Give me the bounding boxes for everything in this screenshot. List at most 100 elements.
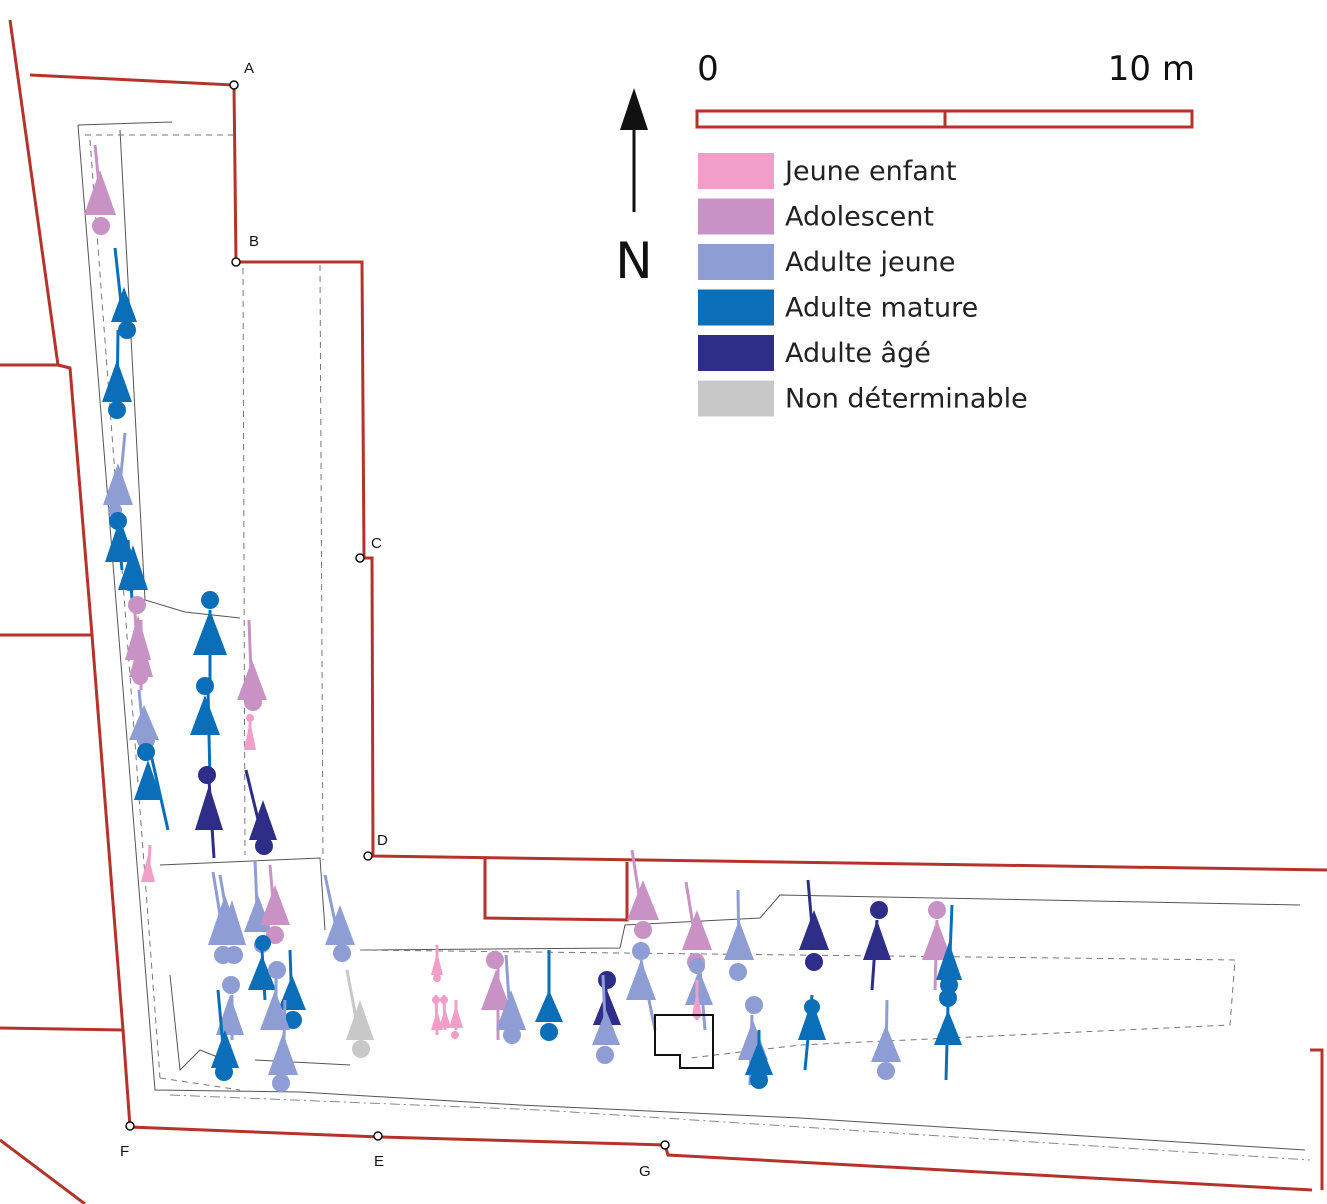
burial [627,849,659,939]
burial [682,881,712,971]
burial-body [190,695,220,735]
burial-body [535,990,563,1022]
burial-body [193,610,227,655]
burial [439,994,451,1031]
burial-body [922,920,952,960]
burial-body [244,720,256,750]
burial-body [211,1030,239,1068]
burial-head [272,1074,290,1092]
legend-label: Adulte jeune [785,247,955,278]
burial [799,879,829,971]
burial-head [928,901,946,919]
burial-body [134,760,162,800]
burial [685,958,713,1031]
burial [84,144,116,235]
legend-label: Adulte âgé [785,338,931,369]
survey-point-label: G [639,1163,651,1180]
burial-head [144,866,152,874]
burial-head [255,837,273,855]
survey-point-g [660,1140,670,1150]
burial-body [431,952,443,975]
north-arrow: N [615,88,653,290]
burial [111,247,137,339]
burial-body [216,995,244,1035]
burial [195,766,223,859]
burial-body [798,1000,826,1040]
burial [248,935,276,1001]
burial-head [877,1062,895,1080]
north-arrowhead-icon [620,88,648,130]
burial-body [102,360,132,402]
burial [244,769,277,855]
burial-body [84,170,116,215]
burial-body [111,287,137,322]
burial-body [724,920,754,960]
burial-head [333,944,351,962]
burial-head [108,401,126,419]
legend-label: Adulte mature [785,293,978,324]
burial [118,539,148,601]
dashdot-lines [169,1094,1311,1161]
burial-body [863,920,891,960]
burial-body [593,990,621,1025]
burial [863,901,891,991]
burial [724,889,754,981]
survey-point-b [231,257,241,267]
burial-head [246,714,254,722]
burial [129,689,159,749]
burial-head [451,1031,459,1039]
burial-head [503,1026,521,1044]
burial-body [195,785,223,830]
burial [141,844,155,883]
burial-body [103,463,133,505]
survey-point-a [229,80,239,90]
scale-start-label: 0 [697,49,719,89]
burial-head [196,677,214,695]
burial-head [689,958,705,974]
burial-head [121,573,139,591]
burial-head [284,1011,302,1029]
burial-head [244,693,262,711]
burial-head [596,1046,614,1064]
burial-head [225,946,243,964]
burial-head [255,935,271,951]
scale-bar: 0 10 m [695,49,1195,129]
survey-point-d [363,851,373,861]
burial-body [934,1010,962,1045]
burial-head [729,963,747,981]
legend-label: Jeune enfant [783,156,956,187]
burial [218,874,246,964]
burial-body [682,910,712,950]
burial-head [634,921,652,939]
burial-body [685,970,713,1005]
burial-head [266,926,284,944]
burial [626,942,657,1031]
burial-body [449,1005,463,1028]
burial-body [248,955,276,990]
burial [692,980,702,1020]
burial [922,901,952,991]
burial-body [871,1025,901,1062]
burial [193,591,227,680]
burial [190,677,220,781]
scale-end-label: 10 m [1108,49,1195,89]
burial-body [260,885,290,925]
walls [0,19,1327,1204]
survey-point-label: E [374,1153,384,1170]
burial-body [129,635,153,677]
burial-head [486,951,504,969]
burial [211,989,239,1081]
burial-head [540,1023,558,1041]
burial [592,974,620,1064]
burial-head [92,217,110,235]
burials [84,144,962,1092]
burial-body [439,1008,451,1028]
burial [345,969,374,1058]
burial-body [325,905,355,945]
burial-head [440,996,448,1004]
scale-segment-2 [943,109,1194,129]
burial-head [939,989,957,1007]
survey-points: A B C D E F G [120,60,670,1180]
burial [103,432,133,517]
